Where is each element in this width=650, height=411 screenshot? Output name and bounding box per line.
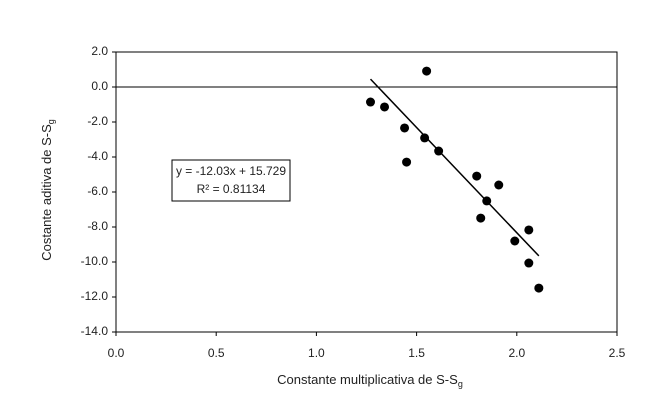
x-tick-label: 1.0 — [308, 346, 325, 360]
y-tick-label: -2.0 — [87, 114, 108, 128]
x-tick-label: 1.5 — [408, 346, 425, 360]
y-label-text: Costante aditiva de S-S — [39, 124, 54, 261]
trendline-equation: y = -12.03x + 15.729 — [176, 164, 286, 178]
x-axis-label: Constante multiplicativa de S-Sg — [277, 372, 463, 389]
trendline-r2: R² = 0.81134 — [197, 182, 266, 196]
point — [472, 171, 482, 181]
point — [380, 102, 390, 112]
point — [524, 258, 534, 268]
x-tick-label: 0.0 — [108, 346, 125, 360]
y-label-subscript: g — [46, 119, 56, 124]
point — [366, 97, 376, 107]
y-tick-label: 2.0 — [91, 44, 108, 58]
point — [422, 66, 432, 76]
trendline — [369, 78, 540, 257]
point — [400, 123, 410, 133]
y-tick-label: -6.0 — [87, 184, 108, 198]
point — [420, 133, 430, 143]
x-label-text: Constante multiplicativa de S-S — [277, 372, 458, 387]
y-tick-label: -8.0 — [87, 219, 108, 233]
x-tick-label: 0.5 — [208, 346, 225, 360]
point — [534, 283, 544, 293]
y-axis-label: Costante aditiva de S-Sg — [39, 119, 56, 261]
y-tick-label: -4.0 — [87, 149, 108, 163]
y-tick-label: -14.0 — [81, 324, 109, 338]
x-tick-label: 2.5 — [609, 346, 626, 360]
point — [494, 180, 504, 190]
point — [524, 225, 534, 235]
point — [434, 146, 444, 156]
point — [476, 213, 486, 223]
point — [482, 196, 492, 206]
point — [510, 236, 520, 246]
y-tick-label: -12.0 — [81, 289, 109, 303]
y-tick-label: 0.0 — [91, 79, 108, 93]
point — [402, 157, 412, 167]
x-label-subscript: g — [458, 379, 463, 389]
y-tick-label: -10.0 — [81, 254, 109, 268]
x-tick-label: 2.0 — [508, 346, 525, 360]
equation-box — [171, 159, 291, 202]
